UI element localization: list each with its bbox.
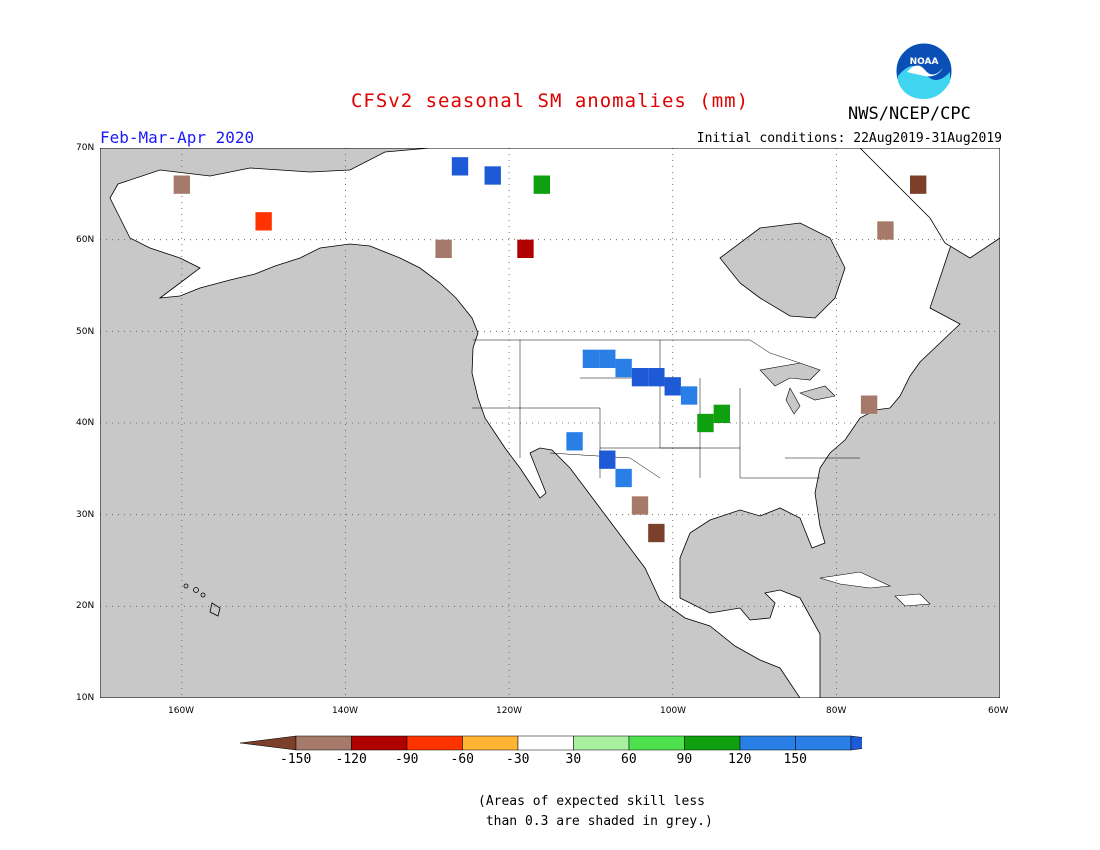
anomaly-cell xyxy=(599,450,616,469)
color-bar-legend xyxy=(239,733,908,757)
anomaly-cell xyxy=(648,523,665,543)
colorbar-segment xyxy=(684,735,741,751)
colorbar-arrow-high xyxy=(850,735,908,751)
lon-label-120w: 120W xyxy=(496,706,523,716)
noaa-logo-icon: NOAA xyxy=(895,42,953,104)
lon-label-100w: 100W xyxy=(660,706,687,716)
lon-label-80w: 80W xyxy=(826,706,847,716)
anomaly-cell xyxy=(599,349,616,368)
colorbar-tick-label: 150 xyxy=(783,752,807,767)
anomaly-cell xyxy=(173,175,190,194)
colorbar-segment xyxy=(462,735,519,751)
anomaly-cell xyxy=(533,175,550,194)
lat-label-10n: 10N xyxy=(76,693,95,703)
forecast-period: Feb-Mar-Apr 2020 xyxy=(100,128,255,147)
colorbar-segment xyxy=(573,735,630,751)
lat-label-70n: 70N xyxy=(76,143,95,153)
map-title: CFSv2 seasonal SM anomalies (mm) xyxy=(350,90,750,112)
hawaii-islands xyxy=(183,583,221,617)
skill-footnote: (Areas of expected skill less than 0.3 a… xyxy=(478,794,713,829)
initial-conditions: Initial conditions: 22Aug2019-31Aug2019 xyxy=(696,131,1002,146)
anomaly-cell xyxy=(664,377,681,396)
colorbar-segment xyxy=(295,735,352,751)
colorbar-segment xyxy=(517,735,574,751)
colorbar-segment xyxy=(628,735,685,751)
map-canvas xyxy=(99,147,1001,699)
anomaly-cell xyxy=(451,157,469,176)
colorbar-tick-label: -150 xyxy=(280,752,312,767)
anomaly-cell xyxy=(877,221,894,240)
anomaly-cell xyxy=(648,368,665,387)
agency-label: NWS/NCEP/CPC xyxy=(848,104,971,124)
logo-text: NOAA xyxy=(910,57,939,67)
colorbar-tick-label: 120 xyxy=(728,752,752,767)
colorbar-tick-label: -120 xyxy=(335,752,367,767)
colorbar-tick-label: -60 xyxy=(450,752,474,767)
anomaly-cell xyxy=(697,413,714,433)
anomaly-cell xyxy=(435,239,452,258)
colorbar-segment xyxy=(351,735,408,751)
anomaly-cell xyxy=(713,404,730,423)
colorbar-tick-label: -30 xyxy=(506,752,530,767)
island-hispaniola xyxy=(894,593,931,607)
anomaly-cell xyxy=(255,212,272,231)
colorbar-arrow-low xyxy=(239,735,297,751)
graticule-grid xyxy=(100,148,1000,698)
anomaly-cell xyxy=(860,395,878,414)
anomaly-cell xyxy=(631,496,649,515)
lon-label-160w: 160W xyxy=(168,706,195,716)
anomaly-cell xyxy=(582,349,600,368)
colorbar-tick-label: 30 xyxy=(565,752,582,767)
lon-label-140w: 140W xyxy=(332,706,359,716)
colorbar-tick-label: 90 xyxy=(676,752,693,767)
anomaly-cells xyxy=(173,157,927,543)
anomaly-map xyxy=(99,147,1001,699)
anomaly-cell xyxy=(615,468,632,488)
lat-label-40n: 40N xyxy=(76,418,95,428)
colorbar-tick-label: -90 xyxy=(395,752,419,767)
island-cuba xyxy=(819,571,892,589)
anomaly-cell xyxy=(484,166,501,185)
colorbar-tick-label: 60 xyxy=(621,752,637,767)
anomaly-cell xyxy=(566,432,583,451)
lat-label-60n: 60N xyxy=(76,235,95,245)
lon-label-60w: 60W xyxy=(988,706,1009,716)
colorbar-segment xyxy=(739,735,796,751)
anomaly-cell xyxy=(910,175,927,194)
lat-label-20n: 20N xyxy=(76,601,95,611)
anomaly-cell xyxy=(631,368,649,387)
anomaly-cell xyxy=(517,239,534,258)
hudson-bay xyxy=(719,222,846,319)
lat-label-50n: 50N xyxy=(76,327,95,337)
lat-label-30n: 30N xyxy=(76,510,95,520)
colorbar-segment xyxy=(406,735,463,751)
anomaly-cell xyxy=(680,386,698,405)
colorbar-segment xyxy=(795,735,852,751)
anomaly-cell xyxy=(615,358,632,378)
